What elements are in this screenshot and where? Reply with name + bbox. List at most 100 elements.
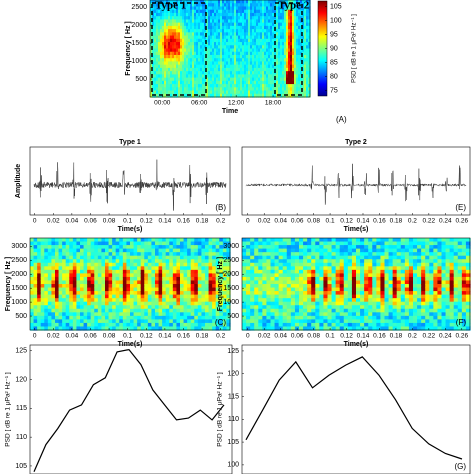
heatmap-cell	[65, 269, 70, 274]
heatmap-cell	[155, 269, 160, 274]
heatmap-cell	[232, 54, 235, 59]
heatmap-cell	[230, 61, 233, 66]
heatmap-cell	[156, 29, 159, 33]
heatmap-cell	[55, 259, 60, 264]
heatmap-cell	[298, 58, 301, 63]
heatmap-cell	[294, 32, 297, 37]
heatmap-cell	[254, 80, 257, 85]
heatmap-cell	[33, 305, 38, 310]
heatmap-cell	[176, 326, 181, 331]
heatmap-cell	[147, 301, 153, 306]
heatmap-cell	[162, 326, 167, 331]
heatmap-cell	[256, 77, 259, 82]
heatmap-cell	[290, 42, 293, 46]
heatmap-cell	[47, 252, 53, 257]
heatmap-cell	[194, 241, 199, 246]
heatmap-cell	[51, 308, 56, 313]
heatmap-cell	[204, 51, 207, 56]
heatmap-cell	[290, 77, 293, 82]
heatmap-cell	[55, 312, 60, 317]
heatmap-cell	[180, 259, 185, 264]
heatmap-cell	[101, 287, 106, 292]
heatmap-cell	[260, 80, 263, 85]
heatmap-cell	[244, 87, 247, 92]
heatmap-cell	[200, 35, 203, 40]
heatmap-cell	[186, 22, 189, 27]
heatmap-cell	[282, 77, 285, 82]
heatmap-cell	[339, 284, 345, 289]
heatmap-cell	[184, 19, 187, 24]
heatmap-cell	[151, 312, 156, 317]
heatmap-cell	[187, 238, 192, 243]
heatmap-cell	[380, 315, 386, 320]
heatmap-cell	[307, 301, 312, 306]
heatmap-cell	[294, 74, 297, 79]
heatmap-cell	[242, 38, 245, 43]
heatmap-cell	[178, 32, 181, 37]
heatmap-cell	[335, 298, 341, 303]
heatmap-cell	[176, 12, 179, 17]
heatmap-cell	[87, 319, 92, 324]
heatmap-cell	[299, 276, 304, 282]
heatmap-cell	[80, 298, 85, 303]
heatmap-cell	[200, 77, 203, 82]
heatmap-cell	[188, 87, 191, 92]
heatmap-cell	[164, 0, 167, 4]
heatmap-cell	[169, 312, 174, 317]
heatmap-cell	[192, 93, 195, 98]
heatmap-cell	[262, 38, 265, 43]
heatmap-cell	[372, 308, 377, 313]
heatmap-cell	[212, 280, 217, 285]
heatmap-cell	[327, 315, 333, 320]
heatmap-cell	[258, 67, 261, 72]
heatmap-cell	[343, 238, 349, 243]
heatmap-cell	[168, 48, 171, 53]
heatmap-cell	[272, 42, 275, 46]
heatmap-cell	[327, 259, 333, 264]
heatmap-cell	[212, 90, 215, 95]
heatmap-cell	[248, 84, 251, 88]
heatmap-cell	[246, 255, 251, 260]
heatmap-cell	[222, 241, 228, 246]
heatmap-cell	[164, 38, 167, 43]
heatmap-cell	[101, 322, 106, 328]
heatmap-cell	[55, 280, 60, 285]
heatmap-cell	[274, 308, 280, 313]
heatmap-cell	[304, 74, 307, 79]
heatmap-cell	[162, 273, 167, 278]
heatmap-cell	[166, 22, 169, 27]
heatmap-cell	[164, 67, 167, 72]
heatmap-cell	[105, 252, 110, 257]
heatmap-cell	[266, 54, 269, 59]
heatmap-cell	[230, 84, 233, 88]
heatmap-cell	[220, 0, 223, 4]
heatmap-cell	[351, 287, 357, 292]
heatmap-cell	[204, 22, 207, 27]
heatmap-cell	[282, 287, 288, 292]
heatmap-cell	[230, 48, 233, 53]
heatmap-cell	[170, 45, 173, 50]
heatmap-cell	[210, 93, 213, 98]
heatmap-cell	[208, 266, 213, 271]
heatmap-cell	[282, 326, 288, 331]
heatmap-cell	[356, 301, 361, 306]
heatmap-cell	[260, 87, 263, 92]
heatmap-cell	[94, 308, 99, 313]
heatmap-cell	[122, 259, 128, 264]
heatmap-cell	[69, 248, 74, 253]
heatmap-cell	[262, 16, 265, 20]
heatmap-cell	[244, 61, 247, 66]
heatmap-cell	[183, 262, 188, 267]
heatmap-cell	[80, 269, 85, 274]
heatmap-cell	[224, 61, 227, 66]
heatmap-cell	[282, 255, 288, 260]
heatmap-cell	[372, 305, 377, 310]
heatmap-cell	[376, 301, 382, 306]
heatmap-cell	[256, 61, 259, 66]
heatmap-cell	[272, 80, 275, 85]
heatmap-cell	[294, 266, 300, 271]
heatmap-cell	[299, 315, 304, 320]
heatmap-cell	[214, 93, 217, 98]
heatmap-cell	[298, 74, 301, 79]
heatmap-cell	[151, 291, 156, 296]
